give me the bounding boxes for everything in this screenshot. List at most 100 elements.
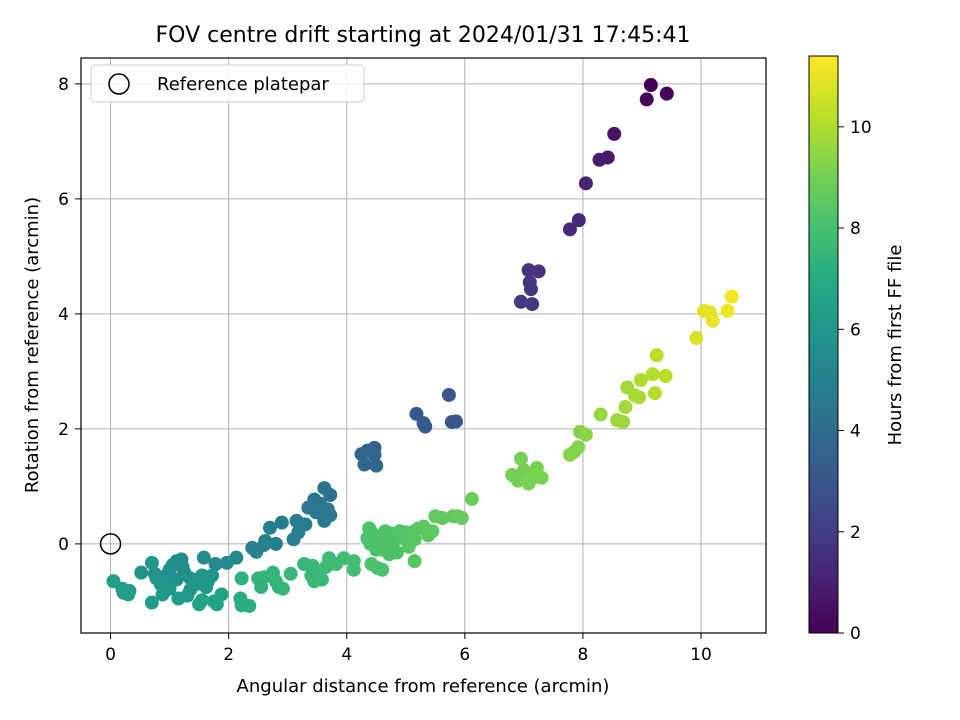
- colorbar-tick-label: 6: [850, 320, 861, 340]
- x-tick-label: 6: [459, 645, 470, 665]
- data-point: [454, 511, 469, 525]
- data-point: [171, 591, 186, 606]
- data-point: [534, 470, 549, 485]
- data-point: [367, 447, 382, 462]
- data-point: [639, 92, 654, 107]
- x-axis-label: Angular distance from reference (arcmin): [237, 676, 610, 697]
- data-point: [369, 458, 384, 473]
- data-point: [121, 587, 136, 602]
- data-point: [616, 414, 631, 429]
- data-point: [464, 492, 479, 507]
- legend-entry-reference: Reference platepar: [157, 74, 329, 95]
- colorbar: [808, 55, 839, 634]
- x-tick-label: 10: [690, 645, 712, 665]
- y-tick-label: 4: [58, 305, 69, 325]
- data-point: [286, 532, 301, 547]
- chart-title: FOV centre drift starting at 2024/01/31 …: [156, 23, 691, 48]
- data-point: [144, 555, 159, 570]
- data-point: [645, 367, 660, 382]
- data-point: [578, 176, 593, 191]
- legend: Reference platepar: [90, 64, 365, 103]
- plot-area-frame: [80, 57, 767, 634]
- data-point: [435, 511, 450, 525]
- data-point: [214, 587, 229, 602]
- data-point: [689, 331, 704, 346]
- data-point: [510, 473, 525, 488]
- reference-platepar-marker: [99, 533, 122, 555]
- data-point: [647, 386, 662, 401]
- colorbar-tick-label: 4: [850, 422, 861, 442]
- y-tick-label: 6: [58, 190, 69, 210]
- y-axis-label: Rotation from reference (arcmin): [22, 197, 43, 493]
- data-point: [283, 566, 298, 581]
- data-point: [155, 587, 170, 602]
- data-point: [525, 297, 540, 312]
- data-point: [441, 387, 456, 402]
- x-tick-label: 8: [578, 645, 589, 665]
- data-point: [357, 457, 372, 472]
- colorbar-tick-label: 0: [850, 624, 861, 644]
- data-point: [658, 368, 673, 383]
- x-tick-label: 2: [223, 645, 234, 665]
- data-point: [448, 414, 463, 429]
- data-point: [562, 222, 577, 237]
- data-point: [578, 427, 593, 442]
- data-point: [134, 565, 149, 580]
- data-point: [571, 440, 586, 455]
- data-point: [314, 572, 329, 587]
- data-point: [242, 598, 257, 613]
- x-axis-ticks: 0 2 4 6 8 10: [105, 633, 712, 665]
- data-point: [523, 282, 538, 297]
- data-point: [234, 571, 249, 586]
- data-point: [153, 577, 168, 592]
- data-point: [208, 557, 223, 571]
- data-point: [659, 86, 674, 101]
- data-point: [205, 568, 220, 583]
- y-tick-label: 8: [58, 75, 69, 95]
- data-point: [720, 304, 735, 318]
- data-point: [401, 539, 416, 554]
- data-point: [219, 555, 234, 570]
- data-point: [705, 313, 720, 328]
- data-point: [632, 390, 647, 405]
- data-point: [633, 373, 648, 387]
- scatter-points: [106, 78, 739, 613]
- legend-marker-reference: [108, 73, 130, 95]
- data-point: [618, 400, 633, 415]
- colorbar-ticks: 0 2 4 6 8 10: [838, 118, 872, 644]
- data-point: [593, 407, 608, 422]
- data-point: [275, 581, 290, 596]
- data-point: [192, 597, 207, 612]
- data-point: [531, 264, 546, 279]
- data-point: [254, 580, 269, 594]
- reference-marker-group: [99, 533, 122, 555]
- y-tick-label: 2: [58, 420, 69, 440]
- y-tick-label: 0: [58, 535, 69, 555]
- data-point: [196, 550, 211, 565]
- data-point: [649, 348, 664, 363]
- data-point: [724, 289, 739, 304]
- colorbar-label: Hours from first FF file: [885, 245, 906, 446]
- data-point: [317, 513, 332, 528]
- data-point: [513, 451, 528, 466]
- data-point: [268, 536, 283, 551]
- data-point: [607, 126, 622, 141]
- legend-box: [90, 64, 365, 103]
- data-point: [513, 294, 528, 309]
- data-point: [375, 562, 390, 577]
- data-point: [144, 595, 159, 610]
- colorbar-tick-label: 2: [850, 523, 861, 543]
- data-point: [425, 524, 440, 539]
- data-point: [643, 78, 658, 93]
- data-point: [274, 515, 289, 530]
- y-axis-ticks: 0 2 4 6 8: [58, 75, 81, 555]
- data-point: [249, 544, 264, 559]
- colorbar-tick-label: 10: [850, 118, 872, 138]
- x-tick-label: 0: [105, 645, 116, 665]
- data-point: [262, 520, 277, 535]
- data-point: [323, 488, 338, 502]
- colorbar-tick-label: 8: [850, 219, 861, 239]
- grid-lines: [81, 58, 766, 633]
- data-point: [592, 152, 607, 167]
